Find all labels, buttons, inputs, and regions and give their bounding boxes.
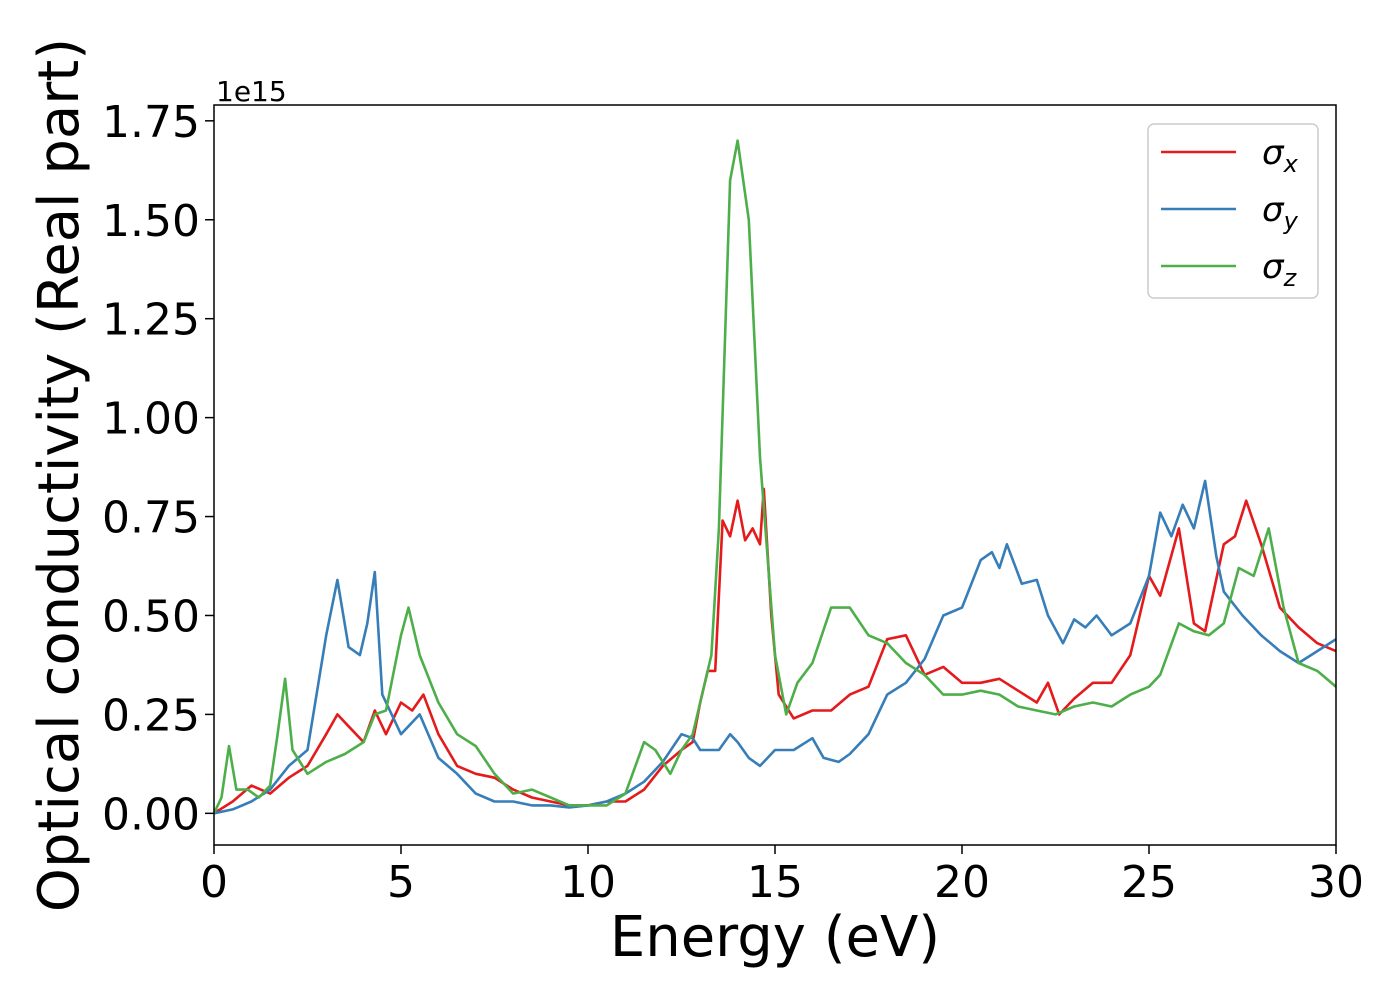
x-tick-label: 25 xyxy=(1121,857,1177,908)
series-line-z xyxy=(214,139,1336,815)
y-tick-label: 0.75 xyxy=(102,493,200,544)
legend-label-subscript: z xyxy=(1283,264,1298,292)
y-tick-label: 1.50 xyxy=(102,196,200,247)
plot-lines xyxy=(214,139,1336,815)
x-tick-label: 15 xyxy=(747,857,803,908)
legend-label-subscript: y xyxy=(1283,207,1299,235)
legend-box xyxy=(1147,123,1319,299)
y-tick-label: 0.00 xyxy=(102,789,200,840)
x-tick-label: 20 xyxy=(934,857,990,908)
legend-label-subscript: x xyxy=(1283,150,1299,178)
series-line-x xyxy=(214,487,1336,815)
y-tick-label: 1.75 xyxy=(102,97,200,148)
y-tick-label: 0.25 xyxy=(102,690,200,741)
y-offset-label: 1e15 xyxy=(216,75,287,108)
y-axis: 0.00 0.25 0.50 0.75 1.00 1.25 1.50 1.75 xyxy=(102,97,214,840)
x-tick-label: 10 xyxy=(560,857,616,908)
x-tick-label: 0 xyxy=(200,857,228,908)
x-tick-label: 30 xyxy=(1308,857,1364,908)
y-tick-label: 1.00 xyxy=(102,394,200,445)
series-line-y xyxy=(214,479,1336,815)
y-tick-label: 0.50 xyxy=(102,591,200,642)
x-axis: 0 5 10 15 20 25 30 xyxy=(200,845,1364,908)
x-tick-label: 5 xyxy=(387,857,415,908)
x-axis-label: Energy (eV) xyxy=(610,905,940,970)
y-tick-label: 1.25 xyxy=(102,295,200,346)
y-axis-label: Optical conductivity (Real part) xyxy=(27,38,92,912)
